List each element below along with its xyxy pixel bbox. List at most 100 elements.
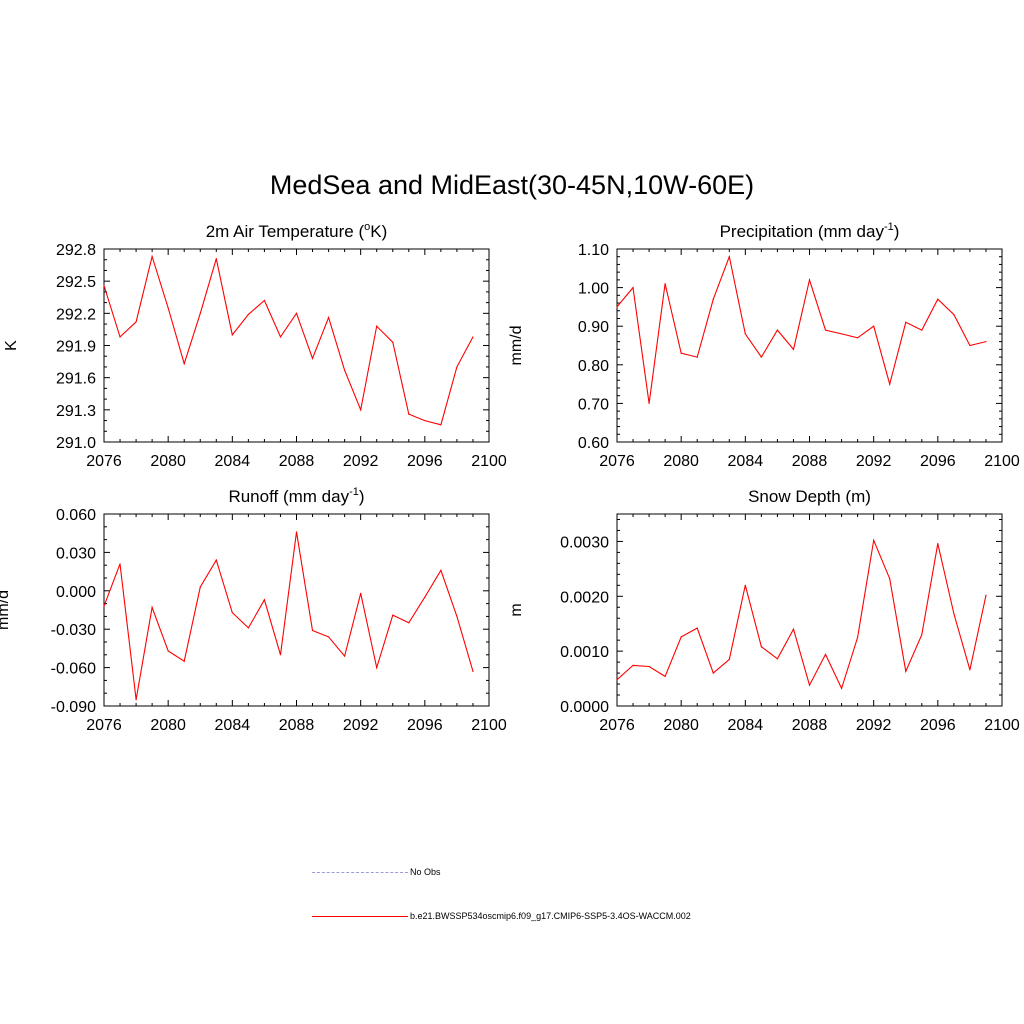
y-tick-label: 0.0020	[560, 589, 609, 606]
x-tick-label: 2088	[279, 717, 315, 734]
x-tick-label: 2092	[343, 453, 379, 470]
x-tick-label: 2080	[663, 453, 699, 470]
y-tick-label: 0.70	[578, 396, 609, 413]
legend-obs-line	[312, 871, 408, 873]
data-point	[151, 606, 153, 609]
data-point	[263, 299, 266, 302]
data-point	[840, 333, 843, 335]
data-point	[103, 605, 105, 607]
y-tick-label: 292.5	[56, 274, 96, 291]
data-point	[344, 369, 346, 371]
series-line-runoff	[103, 531, 474, 700]
data-point	[889, 578, 891, 580]
data-point	[199, 586, 201, 588]
data-point	[857, 636, 859, 639]
panel-title: 2m Air Temperature (oK)	[206, 221, 388, 241]
data-point	[985, 594, 987, 596]
data-point	[263, 599, 266, 601]
panel-runoff: 2076 2080 2084 2088 2092 2096 2100 -0.090 -0.060…	[0, 486, 507, 734]
data-point	[712, 672, 714, 674]
x-tick-label: 2100	[471, 453, 507, 470]
data-point	[311, 629, 314, 632]
data-point	[456, 366, 458, 368]
data-point	[921, 329, 923, 331]
x-tick-label: 2100	[984, 717, 1020, 734]
panel-title: Snow Depth (m)	[748, 487, 871, 506]
series-line-snow	[616, 538, 987, 690]
data-point	[824, 653, 827, 656]
data-point	[728, 256, 730, 258]
data-point	[712, 298, 714, 300]
y-axis-label: K	[3, 340, 20, 351]
data-point	[376, 325, 378, 327]
y-tick-label: 0.0000	[560, 699, 609, 716]
data-point	[408, 413, 410, 415]
data-point	[632, 664, 634, 667]
data-point	[135, 699, 137, 701]
data-point	[151, 255, 153, 258]
data-point	[327, 636, 330, 638]
data-point	[808, 684, 811, 686]
data-point	[360, 409, 362, 411]
y-tick-label: 0.0010	[560, 644, 609, 661]
data-point	[696, 356, 698, 358]
data-point	[680, 352, 682, 354]
series-line-temp	[103, 254, 474, 426]
y-tick-label: -0.060	[51, 661, 96, 678]
data-point	[873, 325, 875, 327]
panel-temp: 2076 2080 2084 2088 2092 2096 2100 291.0 291.3 29…	[3, 221, 507, 470]
data-point	[183, 660, 185, 662]
data-point	[103, 284, 105, 287]
x-tick-label: 2084	[728, 453, 764, 470]
y-tick-label: 291.6	[56, 371, 96, 388]
data-point	[680, 636, 682, 638]
data-point	[424, 419, 426, 422]
y-tick-label: 0.0030	[560, 534, 609, 551]
data-point	[472, 670, 474, 673]
panel-title: Runoff (mm day-1)	[228, 486, 364, 506]
data-point	[215, 258, 217, 260]
data-point	[664, 675, 666, 677]
x-tick-label: 2084	[215, 453, 251, 470]
data-point	[119, 336, 121, 338]
figure-title: MedSea and MidEast(30-45N,10W-60E)	[269, 170, 755, 200]
y-axis-label: m	[508, 603, 525, 616]
data-point	[792, 628, 795, 630]
data-point	[840, 687, 843, 690]
legend-model-label: b.e21.BWSSP534oscmip6.f09_g17.CMIP6-SSP5…	[410, 911, 691, 921]
data-point	[808, 279, 811, 281]
x-tick-label: 2092	[856, 453, 892, 470]
data-point	[953, 314, 955, 316]
data-point	[760, 646, 762, 648]
x-tick-label: 2076	[86, 453, 122, 470]
data-point	[247, 627, 249, 629]
data-point	[664, 283, 666, 285]
data-point	[472, 336, 474, 338]
y-tick-label: 292.8	[56, 242, 96, 259]
x-tick-label: 2092	[856, 717, 892, 734]
y-tick-label: -0.030	[51, 622, 96, 639]
panel-precip: 2076 2080 2084 2088 2092 2096 2100 0.60 0.70 0.80…	[508, 221, 1020, 470]
data-point	[905, 321, 907, 323]
data-point	[408, 622, 410, 624]
x-tick-label: 2080	[150, 717, 186, 734]
data-point	[744, 333, 746, 335]
y-tick-label: 291.3	[56, 403, 96, 420]
data-point	[873, 539, 875, 541]
data-point	[392, 341, 394, 343]
data-point	[953, 613, 955, 615]
data-point	[295, 531, 298, 533]
data-point	[167, 650, 169, 652]
data-point	[456, 615, 458, 618]
data-point	[728, 658, 730, 660]
legend-obs-label: No Obs	[410, 867, 441, 877]
data-point	[440, 424, 442, 426]
data-point	[696, 627, 698, 629]
data-point	[648, 665, 650, 668]
plot-frame-temp	[103, 248, 490, 443]
data-point	[119, 563, 121, 565]
data-point	[760, 356, 762, 358]
series-line-precip	[616, 254, 987, 404]
legend-obs: No Obs	[312, 867, 441, 877]
